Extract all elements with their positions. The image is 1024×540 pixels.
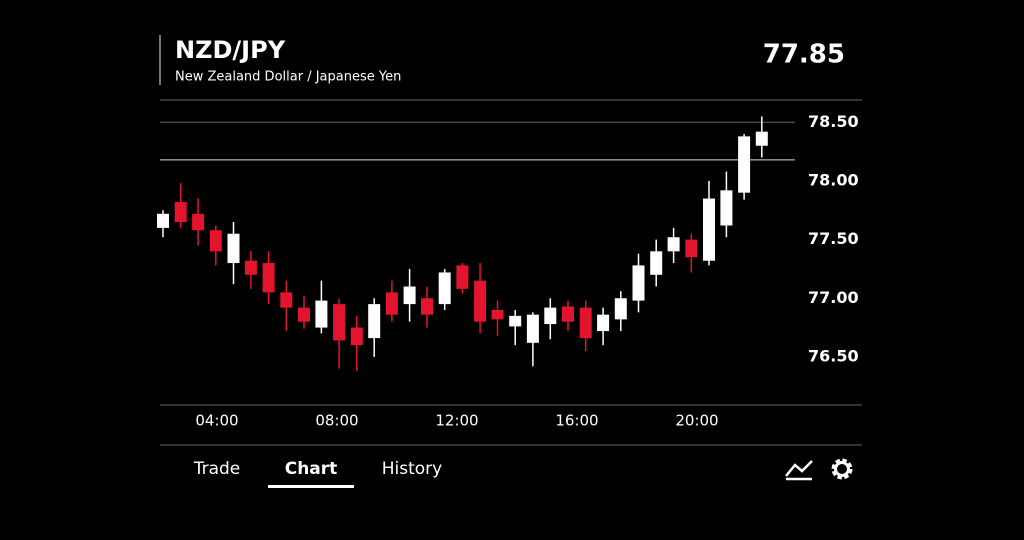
- candle-body: [685, 239, 698, 258]
- y-tick-label: 78.00: [808, 170, 859, 189]
- candle-body: [157, 213, 169, 228]
- candle-body: [509, 315, 522, 327]
- candle-body: [667, 237, 680, 252]
- candle-body: [421, 298, 433, 315]
- candle-body: [209, 230, 222, 252]
- candle-body: [597, 314, 610, 332]
- candle-body: [227, 233, 240, 264]
- candle-body: [315, 300, 328, 328]
- candle-body: [403, 286, 416, 305]
- candle-body: [526, 314, 539, 343]
- candle-body: [491, 309, 504, 320]
- candle-body: [333, 304, 346, 341]
- candle-body: [368, 304, 381, 339]
- x-tick-label: 12:00: [435, 412, 478, 430]
- pair-subtitle: New Zealand Dollar / Japanese Yen: [175, 70, 401, 85]
- candle-body: [632, 265, 645, 301]
- candle-body: [720, 190, 733, 226]
- x-tick-label: 08:00: [315, 412, 358, 430]
- candle-body: [244, 260, 257, 275]
- x-tick-label: 16:00: [555, 412, 598, 430]
- candle-body: [562, 306, 574, 322]
- tab[interactable]: Trade: [193, 459, 241, 479]
- candle-body: [385, 292, 398, 315]
- tab[interactable]: History: [382, 459, 442, 479]
- indicator-icon[interactable]: [785, 460, 813, 481]
- y-tick-label: 78.50: [808, 112, 859, 131]
- settings-icon[interactable]: [831, 458, 853, 480]
- candle-body: [544, 307, 557, 325]
- candle-body: [474, 280, 487, 322]
- candle-body: [703, 198, 715, 261]
- candle-body: [262, 263, 275, 293]
- candle-body: [614, 298, 627, 320]
- candle-body: [192, 213, 205, 231]
- x-tick-label: 04:00: [195, 412, 238, 430]
- tab-underline: [268, 485, 354, 488]
- candle-body: [579, 307, 592, 339]
- tab[interactable]: Chart: [285, 459, 338, 479]
- candle-body: [456, 265, 469, 289]
- candle-body: [755, 131, 768, 146]
- x-tick-label: 20:00: [675, 412, 718, 430]
- candle-body: [174, 202, 187, 222]
- candle-body: [350, 327, 363, 346]
- candle-body: [438, 272, 451, 305]
- y-tick-label: 76.50: [808, 346, 859, 365]
- candle-body: [738, 136, 751, 193]
- candle-body: [650, 251, 663, 275]
- pair-title: NZD/JPY: [175, 36, 286, 64]
- current-price: 77.85: [763, 40, 845, 70]
- candle-body: [298, 307, 310, 322]
- candle-body: [280, 292, 293, 308]
- y-tick-label: 77.50: [808, 229, 859, 248]
- y-tick-label: 77.00: [808, 288, 859, 307]
